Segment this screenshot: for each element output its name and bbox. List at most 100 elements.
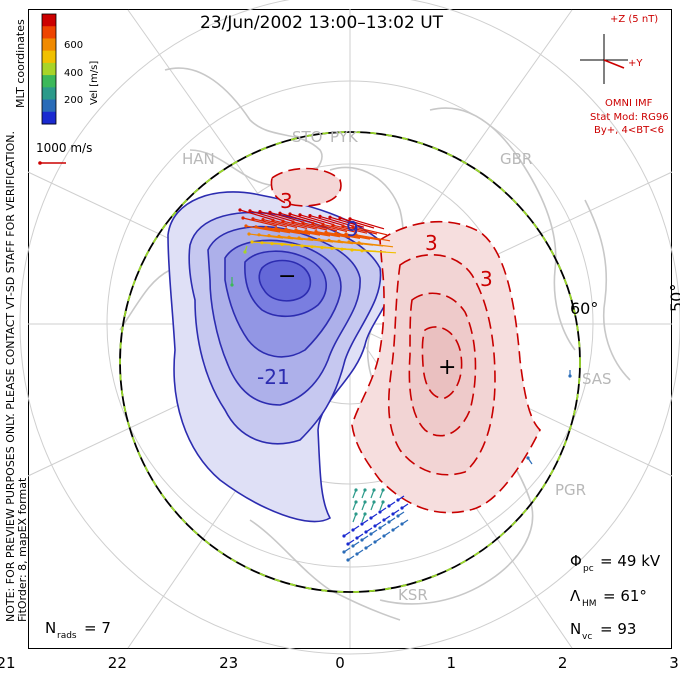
velocity-vector [312, 223, 348, 233]
velocity-vector-dot [328, 215, 332, 219]
velocity-vector-dot [270, 242, 274, 246]
velocity-vector-dot [381, 488, 385, 492]
colorbar-segment [42, 87, 56, 101]
imf-vector [603, 59, 625, 69]
velocity-vector-dot [351, 544, 355, 548]
velocity-vector-dot [342, 550, 346, 554]
velocity-vector-dot [364, 530, 368, 534]
velocity-vector-dot [304, 229, 308, 233]
velocity-vector-dot [369, 532, 373, 536]
velocity-vector [239, 209, 275, 221]
velocity-vector [295, 229, 331, 237]
velocity-vector-dot [360, 249, 364, 253]
velocity-vector [329, 216, 365, 228]
contour-label-5: 3 [480, 267, 493, 291]
velocity-vector [345, 233, 381, 241]
velocity-vector-dot [347, 240, 351, 244]
velocity-vector-dot [244, 224, 248, 228]
velocity-vector-dot [382, 518, 386, 522]
velocity-vector [349, 218, 385, 230]
velocity-vector-dot [354, 512, 358, 516]
velocity-vector-dot [391, 512, 395, 516]
lat-label-50: 50° [667, 284, 680, 312]
station-markers: HAN STO PYK GBR SAS PGR KSR [182, 128, 612, 604]
velocity-vector-dot [294, 228, 298, 232]
svg-text:= 61°: = 61° [603, 587, 647, 605]
velocity-vector-dot [250, 240, 254, 244]
velocity-vector-dot [297, 236, 301, 240]
colorbar-label: Vel [m/s] [89, 61, 100, 105]
svg-text:HM: HM [582, 599, 597, 609]
side-note-2: FitOrder: 8, mapEX format [16, 477, 29, 622]
velocity-vector [325, 231, 361, 239]
colorbar-segment [42, 50, 56, 64]
velocity-vector-dot [360, 522, 364, 526]
velocity-vector [319, 215, 355, 227]
velocity-vector-dot [373, 524, 377, 528]
side-note: NOTE: FOR PREVIEW PURPOSES ONLY. PLEASE … [4, 131, 17, 622]
velocity-vector-dot [378, 526, 382, 530]
velocity-vector-dot [290, 243, 294, 247]
velocity-vector-dot [311, 222, 315, 226]
velocity-vector-dot [307, 237, 311, 241]
velocity-vector-dot [378, 510, 382, 514]
station-sto: STO [292, 128, 323, 146]
svg-text:N: N [45, 619, 56, 637]
velocity-vector-dot [340, 247, 344, 251]
velocity-vector [262, 219, 298, 229]
mlt-tick-label: 1 [447, 654, 457, 672]
mlt-axis: 21 22 23 0 1 2 3 [0, 654, 679, 672]
colorbar-tick-200: 200 [64, 95, 83, 106]
mlt-tick-label: 23 [219, 654, 238, 672]
lat-label-60: 60° [570, 299, 598, 318]
velocity-vector-dot [391, 528, 395, 532]
stat-lambda-hm: Λ HM = 61° [570, 587, 647, 609]
velocity-vector-dot [230, 283, 234, 287]
stat-n-rads: N rads = 7 [45, 619, 111, 641]
velocity-vector-dot [298, 213, 302, 217]
hm-boundary-dash [119, 131, 581, 593]
mlt-tick-label: 0 [335, 654, 345, 672]
velocity-vector [259, 211, 295, 223]
velocity-vector-dot [258, 210, 262, 214]
velocity-vector [282, 220, 318, 230]
velocity-vector [275, 227, 311, 235]
imf-stat-mod: Stat Mod: RG96 [590, 112, 669, 123]
colorbar-segment [42, 26, 56, 39]
colorbar-segment [42, 38, 56, 52]
negative-cell [167, 191, 398, 523]
max-marker: + [438, 355, 456, 380]
velocity-vector [299, 214, 335, 226]
velocity-vector-dot [261, 218, 265, 222]
velocity-vector [255, 226, 291, 234]
mlt-tick-label: 22 [108, 654, 127, 672]
vector-scale-label: 1000 m/s [36, 141, 92, 155]
stat-phi-pc: Φ pc = 49 kV [570, 552, 661, 574]
velocity-vector-dot [324, 230, 328, 234]
velocity-vector-dot [268, 210, 272, 214]
velocity-vectors [230, 208, 572, 562]
velocity-vector-dot [381, 500, 385, 504]
velocity-vector-dot [247, 232, 251, 236]
svg-text:pc: pc [583, 564, 594, 574]
velocity-vector-dot [344, 232, 348, 236]
velocity-vector-dot [372, 500, 376, 504]
stat-n-vc: N vc = 93 [570, 620, 636, 642]
velocity-vector [269, 211, 305, 223]
velocity-vector-dot [308, 214, 312, 218]
velocity-vector-dot [341, 224, 345, 228]
velocity-vector-dot [288, 212, 292, 216]
velocity-vector-dot [331, 223, 335, 227]
velocity-vector-dot [363, 488, 367, 492]
velocity-vector [289, 213, 325, 225]
mlt-tick-label: 21 [0, 654, 16, 672]
velocity-vector-dot [354, 488, 358, 492]
velocity-vector-dot [351, 225, 355, 229]
station-gbr: GBR [500, 150, 532, 168]
svg-text:= 49 kV: = 49 kV [600, 552, 661, 570]
station-pyk: PYK [330, 128, 359, 146]
station-han: HAN [182, 150, 215, 168]
velocity-vector-dot [291, 220, 295, 224]
